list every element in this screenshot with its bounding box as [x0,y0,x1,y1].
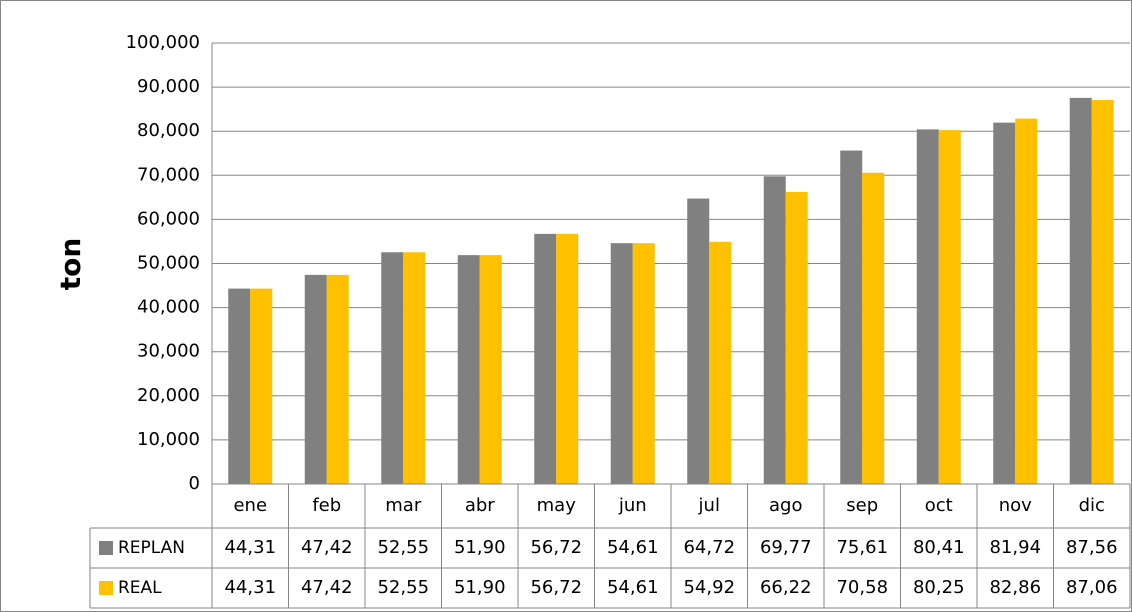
x-tick-label: may [537,495,577,516]
table-value: 51,90 [454,537,506,558]
y-tick-label: 30,000 [137,341,200,362]
table-value: 56,72 [530,577,582,598]
x-tick-label: ago [769,495,802,516]
bar [534,233,557,484]
bar [610,243,633,484]
table-value: 81,94 [989,537,1041,558]
table-value: 47,42 [301,537,353,558]
table-value: 82,86 [989,577,1041,598]
table-value: 51,90 [454,577,506,598]
x-tick-label: jul [698,495,720,516]
bar [326,274,349,484]
bar [709,241,732,484]
bar [250,288,273,484]
table-value: 44,31 [224,537,276,558]
y-tick-label: 100,000 [126,32,200,53]
table-value: 87,56 [1066,537,1118,558]
bar [479,255,502,484]
table-value: 69,77 [760,537,812,558]
bar [785,191,808,485]
table-value: 87,06 [1066,577,1118,598]
y-tick-label: 0 [189,473,200,494]
table-value: 56,72 [530,537,582,558]
table-value: 52,55 [377,577,429,598]
table-value: 54,92 [683,577,735,598]
x-tick-label: mar [385,495,422,516]
bar [403,252,426,484]
bar [632,243,655,484]
y-axis-label: ton [54,238,87,291]
table-value: 47,42 [301,577,353,598]
bar [763,176,786,484]
bar [228,288,251,484]
bar [1069,97,1092,484]
table-value: 44,31 [224,577,276,598]
bar [1015,118,1038,484]
x-tick-label: feb [312,495,341,516]
bar [993,122,1016,485]
legend-label: REPLAN [118,538,185,558]
x-tick-label: abr [465,495,495,516]
legend-label: REAL [118,578,162,598]
bar [1091,100,1114,484]
bar [381,252,404,484]
y-tick-label: 60,000 [137,208,200,229]
bar [687,198,710,485]
x-tick-label: jun [618,495,647,516]
x-tick-label: dic [1079,495,1105,516]
bar [556,233,579,484]
x-tick-label: oct [925,495,953,516]
bar [862,172,885,485]
table-value: 64,72 [683,537,735,558]
table-value: 54,61 [607,577,659,598]
x-tick-label: ene [233,495,267,516]
table-value: 66,22 [760,577,812,598]
table-value: 70,58 [836,577,888,598]
table-value: 52,55 [377,537,429,558]
bar [938,130,961,484]
x-tick-label: nov [999,495,1032,516]
y-tick-label: 20,000 [137,385,200,406]
bar [840,150,863,484]
y-tick-label: 50,000 [137,253,200,274]
bar [304,274,327,484]
y-tick-label: 90,000 [137,76,200,97]
x-tick-label: sep [846,495,878,516]
table-value: 80,25 [913,577,965,598]
table-value: 80,41 [913,537,965,558]
y-tick-label: 70,000 [137,164,200,185]
legend-swatch [99,581,113,595]
y-tick-label: 40,000 [137,297,200,318]
bar [457,255,480,484]
table-value: 54,61 [607,537,659,558]
y-tick-label: 80,000 [137,120,200,141]
bar [916,129,939,484]
legend-swatch [99,541,113,555]
table-value: 75,61 [836,537,888,558]
y-tick-label: 10,000 [137,429,200,450]
